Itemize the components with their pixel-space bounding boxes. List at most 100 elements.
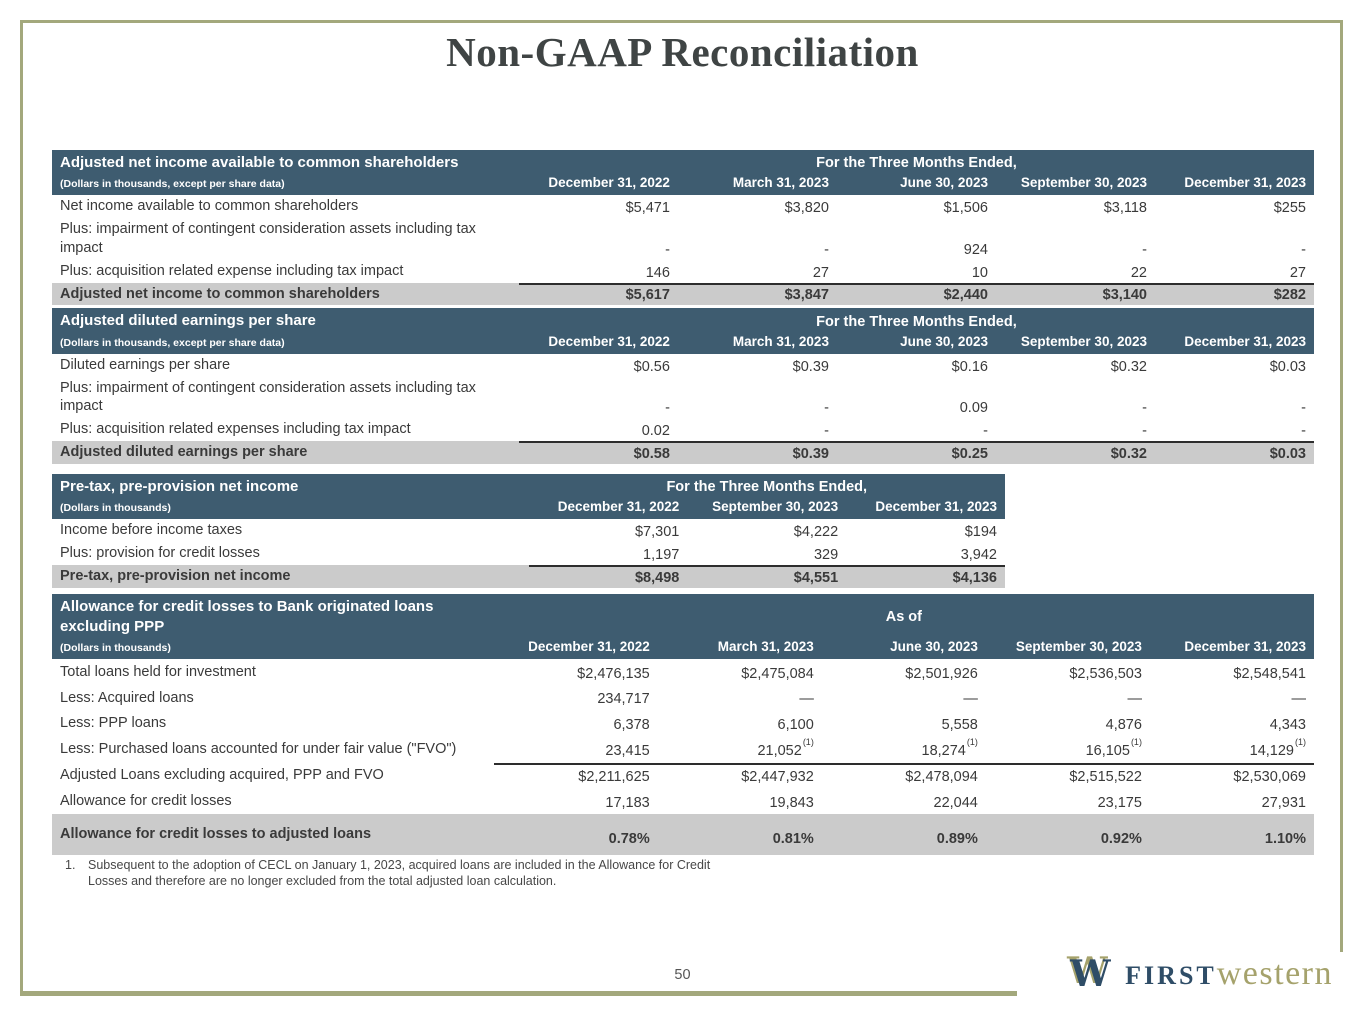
cell-value: - xyxy=(1142,400,1147,417)
table-body: Income before income taxes $7,301 $4,222 $1… xyxy=(52,519,1005,588)
table-header-row-2: (Dollars in thousands) December 31, 2022 S… xyxy=(52,499,1005,514)
cell-value: $5,617 xyxy=(625,287,670,304)
column-header: December 31, 2023 xyxy=(1184,333,1306,349)
column-header: June 30, 2023 xyxy=(890,639,978,655)
cell-value: $0.16 xyxy=(951,358,988,375)
column-header: September 30, 2023 xyxy=(1020,333,1147,349)
cell-value: 17,183 xyxy=(605,794,650,811)
cell-value: $3,140 xyxy=(1102,287,1147,304)
table-subtitle: (Dollars in thousands) xyxy=(60,642,171,655)
table-header: Adjusted diluted earnings per share For t… xyxy=(52,308,1314,354)
cell-value: $194 xyxy=(964,524,997,541)
cell-value: 4,343 xyxy=(1269,717,1306,734)
cell-value: - xyxy=(1301,423,1306,440)
column-header: March 31, 2023 xyxy=(717,639,814,655)
column-header: March 31, 2023 xyxy=(732,175,829,191)
table-subtitle: (Dollars in thousands, except per share … xyxy=(60,336,285,349)
cell-value: $4,136 xyxy=(952,569,997,586)
column-header: December 31, 2022 xyxy=(548,175,670,191)
row-label: Net income available to common sharehold… xyxy=(60,198,359,215)
column-header: December 31, 2023 xyxy=(875,499,997,515)
cell-value: $0.56 xyxy=(633,358,670,375)
table-row: Plus: impairment of contingent considera… xyxy=(52,218,1314,260)
table-row: Less: Purchased loans accounted for unde… xyxy=(52,737,1314,763)
cell-value: 6,100 xyxy=(777,717,814,734)
cell-value: $0.03 xyxy=(1269,358,1306,375)
table-row: Plus: provision for credit losses 1,197 32… xyxy=(52,542,1005,565)
footnote-reference: (1) xyxy=(1130,737,1142,748)
footnote-reference: (1) xyxy=(966,737,978,748)
row-label: Less: PPP loans xyxy=(60,715,167,732)
row-label: Plus: acquisition related expense includ… xyxy=(60,262,404,279)
cell-value: $3,118 xyxy=(1103,200,1147,217)
total-rule xyxy=(493,762,1314,765)
cell-value: $2,447,932 xyxy=(741,768,814,785)
table-row: Allowance for credit losses 17,183 19,843 2… xyxy=(52,788,1314,814)
row-label: Diluted earnings per share xyxy=(60,356,231,373)
cell-value: $5,471 xyxy=(625,200,670,217)
row-label: Adjusted diluted earnings per share xyxy=(60,444,308,461)
cell-value: 19,843 xyxy=(769,794,814,811)
cell-value: 16,105(1) xyxy=(1085,737,1142,760)
cell-value: 1,197 xyxy=(643,546,680,563)
cell-value: 6,378 xyxy=(613,717,650,734)
table-total-row: Adjusted net income to common shareholde… xyxy=(52,282,1314,306)
table-header: Pre-tax, pre-provision net income For the… xyxy=(52,473,1005,520)
row-label: Pre-tax, pre-provision net income xyxy=(60,567,291,584)
column-header: June 30, 2023 xyxy=(900,333,988,349)
cell-value: 234,717 xyxy=(597,691,650,708)
cell-value: $2,475,084 xyxy=(741,665,814,682)
table-header-row-2: (Dollars in thousands, except per share … xyxy=(52,334,1314,349)
cell-value: 0.81% xyxy=(772,830,814,847)
cell-value: 4,876 xyxy=(1105,717,1142,734)
cell-value: $2,211,625 xyxy=(578,768,650,785)
cell-value: 22,044 xyxy=(933,794,978,811)
cell-value: $0.32 xyxy=(1110,445,1147,462)
cell-value: - xyxy=(665,400,670,417)
cell-value: $3,820 xyxy=(784,200,829,217)
span-header: For the Three Months Ended, xyxy=(816,313,1017,330)
cell-value: — xyxy=(1291,691,1307,708)
total-rule xyxy=(518,441,1314,444)
cell-value: $2,548,541 xyxy=(1233,665,1306,682)
table-row: Plus: acquisition related expense includ… xyxy=(52,260,1314,283)
financial-table: Pre-tax, pre-provision net income For the… xyxy=(52,473,1005,588)
frame-border-left xyxy=(20,20,23,996)
table-body: Diluted earnings per share $0.56 $0.39 $0.1… xyxy=(52,354,1314,464)
table-subtitle: (Dollars in thousands, except per share … xyxy=(60,178,285,191)
table-title: Adjusted net income available to common … xyxy=(60,154,459,171)
cell-value: 27 xyxy=(812,264,829,281)
column-header: December 31, 2022 xyxy=(557,499,680,515)
table-total-row: Pre-tax, pre-provision net income $8,498 $… xyxy=(52,564,1005,588)
logo-w-mark-icon: W W xyxy=(1067,953,1117,995)
table-header-row-1: Adjusted diluted earnings per share For t… xyxy=(52,311,1314,331)
table-row: Adjusted Loans excluding acquired, PPP a… xyxy=(52,762,1314,789)
table-title: Adjusted diluted earnings per share xyxy=(60,312,316,330)
logo-word-first: FIRST xyxy=(1125,961,1217,990)
frame-border-bottom xyxy=(20,991,1017,996)
table-header-row-1: Allowance for credit losses to Bank orig… xyxy=(52,597,1314,638)
cell-value: $4,222 xyxy=(793,524,839,541)
footnote-text: Subsequent to the adoption of CECL on Ja… xyxy=(88,858,711,888)
cell-value: 23,415 xyxy=(605,743,650,760)
cell-value: 3,942 xyxy=(960,546,997,563)
column-header: December 31, 2023 xyxy=(1184,175,1306,191)
table-row: Total loans held for investment $2,476,13… xyxy=(52,659,1314,685)
frame-border-top xyxy=(20,20,1343,23)
cell-value: $2,476,135 xyxy=(577,665,650,682)
cell-value: $2,440 xyxy=(943,287,988,304)
column-header: September 30, 2023 xyxy=(1015,639,1142,655)
cell-value: - xyxy=(824,241,829,258)
column-header: September 30, 2023 xyxy=(1020,175,1147,191)
column-header: December 31, 2022 xyxy=(548,333,670,349)
cell-value: — xyxy=(1127,691,1142,708)
column-header: March 31, 2023 xyxy=(732,333,829,349)
cell-value: 1.10% xyxy=(1264,830,1306,847)
frame-border-right xyxy=(1340,20,1343,952)
footnote-reference: (1) xyxy=(802,737,814,748)
table-header-row-2: (Dollars in thousands, except per share … xyxy=(52,175,1314,190)
cell-value: 21,052(1) xyxy=(757,737,814,760)
cell-value: 22 xyxy=(1130,264,1147,281)
table-row: Income before income taxes $7,301 $4,222 $1… xyxy=(52,519,1005,542)
